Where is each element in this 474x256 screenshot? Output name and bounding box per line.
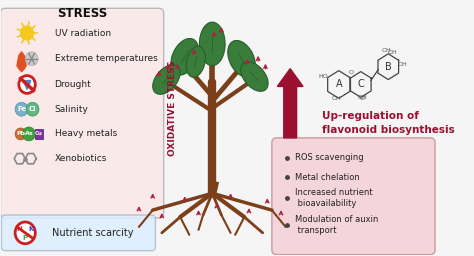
Circle shape <box>15 222 35 244</box>
FancyBboxPatch shape <box>35 129 43 139</box>
Polygon shape <box>17 52 26 72</box>
FancyBboxPatch shape <box>0 8 164 218</box>
FancyArrow shape <box>277 69 303 138</box>
Circle shape <box>15 128 26 140</box>
Circle shape <box>21 26 34 40</box>
Text: Xenobiotics: Xenobiotics <box>55 154 107 163</box>
Circle shape <box>19 76 35 93</box>
Text: Increased nutrient
 bioavailability: Increased nutrient bioavailability <box>295 188 373 208</box>
Ellipse shape <box>153 65 180 94</box>
Text: UV radiation: UV radiation <box>55 28 111 38</box>
FancyBboxPatch shape <box>272 138 435 255</box>
Ellipse shape <box>200 22 225 66</box>
Text: Nutrient scarcity: Nutrient scarcity <box>52 228 134 238</box>
Text: Salinity: Salinity <box>55 105 89 114</box>
Ellipse shape <box>171 38 199 75</box>
Polygon shape <box>23 81 31 89</box>
Ellipse shape <box>186 46 205 77</box>
Text: A: A <box>336 79 342 90</box>
Text: O: O <box>348 70 353 75</box>
Text: Modulation of auxin
 transport: Modulation of auxin transport <box>295 215 378 235</box>
Ellipse shape <box>228 40 255 77</box>
Text: STRESS: STRESS <box>57 7 107 20</box>
Text: B: B <box>385 62 392 72</box>
Circle shape <box>15 102 28 116</box>
Ellipse shape <box>23 80 31 85</box>
Text: ROS scavenging: ROS scavenging <box>295 153 364 162</box>
Text: O: O <box>360 96 365 101</box>
Text: OH: OH <box>388 50 398 55</box>
Text: As: As <box>25 131 33 136</box>
Circle shape <box>25 52 38 66</box>
Text: P: P <box>23 235 28 241</box>
Text: Drought: Drought <box>55 80 91 89</box>
Text: HO: HO <box>319 74 328 79</box>
Text: OH: OH <box>332 96 342 101</box>
Text: OH: OH <box>358 95 367 100</box>
FancyBboxPatch shape <box>1 215 155 251</box>
Text: OH: OH <box>382 48 392 53</box>
Text: K: K <box>28 226 33 232</box>
Text: N: N <box>17 226 23 232</box>
Text: OH: OH <box>398 62 408 67</box>
Text: Cu: Cu <box>35 131 43 136</box>
Text: Up-regulation of
flavonoid biosynthesis: Up-regulation of flavonoid biosynthesis <box>322 111 455 135</box>
Circle shape <box>26 102 39 116</box>
Text: Pb: Pb <box>16 131 25 136</box>
Text: Extreme temperatures: Extreme temperatures <box>55 54 157 63</box>
Ellipse shape <box>241 62 268 91</box>
Text: Cl: Cl <box>29 106 36 112</box>
Circle shape <box>22 127 35 141</box>
Text: Metal chelation: Metal chelation <box>295 173 359 182</box>
Text: C: C <box>357 79 364 90</box>
Text: Heavy metals: Heavy metals <box>55 130 117 138</box>
Text: Fe: Fe <box>17 106 26 112</box>
Text: OXIDATIVE STRESS: OXIDATIVE STRESS <box>168 60 177 156</box>
